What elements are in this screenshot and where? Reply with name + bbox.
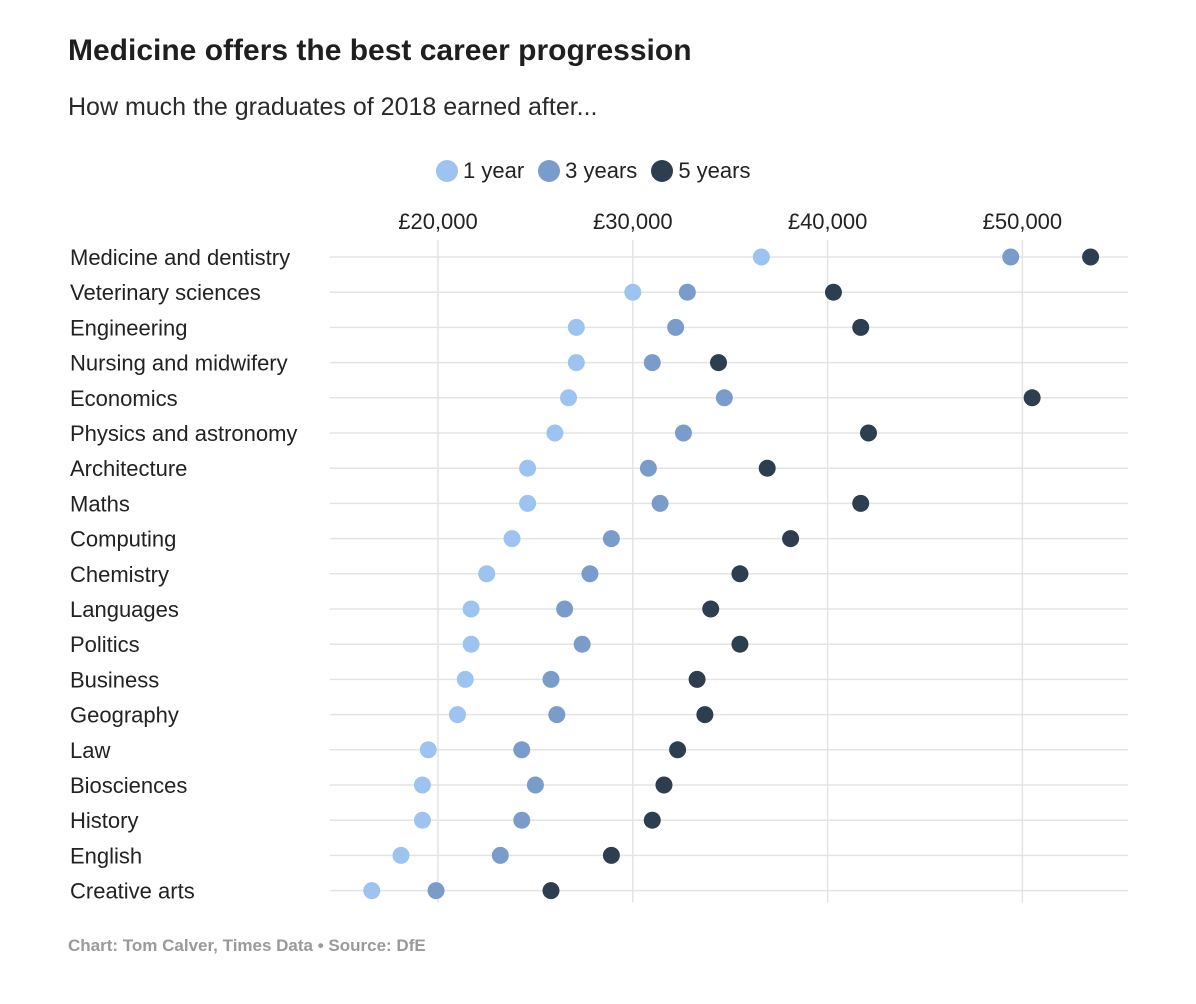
chart-credit: Chart: Tom Calver, Times Data • Source: … [68, 936, 426, 955]
dot-3-years-engineering [667, 318, 685, 336]
category-label-business: Business [70, 667, 159, 692]
category-label-politics: Politics [70, 632, 140, 657]
dot-5-years-geography [696, 706, 714, 724]
dot-3-years-medicine-and-dentistry [1002, 248, 1020, 266]
category-label-geography: Geography [70, 703, 179, 728]
category-label-computing: Computing [70, 527, 176, 552]
dot-5-years-english [602, 846, 620, 864]
dot-1-year-languages [462, 600, 480, 618]
vertical-gridlines [437, 240, 1024, 903]
dot-5-years-history [643, 811, 661, 829]
dot-5-years-medicine-and-dentistry [1082, 248, 1100, 266]
dot-5-years-biosciences [655, 776, 673, 794]
dot-3-years-architecture [639, 459, 657, 477]
horizontal-gridlines [330, 256, 1128, 892]
category-label-law: Law [70, 738, 110, 763]
dot-5-years-languages [702, 600, 720, 618]
chart-title: Medicine offers the best career progress… [68, 34, 692, 67]
dot-1-year-geography [448, 706, 466, 724]
dot-3-years-physics-and-astronomy [674, 424, 692, 442]
dot-3-years-business [542, 670, 560, 688]
legend-swatch-1-year [436, 160, 458, 182]
dot-3-years-history [513, 811, 531, 829]
category-label-maths: Maths [70, 491, 130, 516]
category-label-history: History [70, 808, 138, 833]
category-label-physics-and-astronomy: Physics and astronomy [70, 421, 297, 446]
dot-5-years-politics [731, 635, 749, 653]
dot-3-years-computing [602, 530, 620, 548]
category-label-english: English [70, 843, 142, 868]
dot-5-years-nursing-and-midwifery [710, 354, 728, 372]
dot-3-years-biosciences [526, 776, 544, 794]
dot-1-year-veterinary-sciences [624, 283, 642, 301]
category-label-engineering: Engineering [70, 315, 187, 340]
chart-subtitle: How much the graduates of 2018 earned af… [68, 93, 598, 121]
dot-3-years-english [491, 846, 509, 864]
dot-1-year-medicine-and-dentistry [752, 248, 770, 266]
category-label-medicine-and-dentistry: Medicine and dentistry [70, 245, 290, 270]
dot-5-years-maths [852, 494, 870, 512]
dot-5-years-computing [782, 530, 800, 548]
category-label-creative-arts: Creative arts [70, 879, 195, 904]
legend-swatch-3-years [538, 160, 561, 182]
dot-3-years-economics [715, 389, 733, 407]
dot-1-year-physics-and-astronomy [546, 424, 564, 442]
dot-1-year-english [392, 846, 410, 864]
category-label-nursing-and-midwifery: Nursing and midwifery [70, 351, 288, 376]
dot-3-years-nursing-and-midwifery [643, 354, 661, 372]
dot-1-year-maths [519, 494, 537, 512]
dot-5-years-law [669, 741, 687, 759]
legend-label-3-years: 3 years [565, 158, 638, 183]
dot-1-year-law [419, 741, 437, 759]
dot-3-years-chemistry [581, 565, 599, 583]
category-label-veterinary-sciences: Veterinary sciences [70, 280, 261, 305]
legend-label-1-year: 1 year [463, 158, 525, 183]
dot-1-year-history [413, 811, 431, 829]
dot-3-years-politics [573, 635, 591, 653]
x-tick-label-40000: £40,000 [788, 209, 868, 234]
dot-1-year-politics [462, 635, 480, 653]
category-label-architecture: Architecture [70, 456, 187, 481]
dot-3-years-creative-arts [427, 882, 445, 900]
dot-5-years-physics-and-astronomy [860, 424, 878, 442]
dot-5-years-engineering [852, 318, 870, 336]
dot-5-years-business [688, 670, 706, 688]
x-tick-label-30000: £30,000 [593, 209, 673, 234]
dot-1-year-creative-arts [363, 882, 381, 900]
dot-3-years-veterinary-sciences [678, 283, 696, 301]
legend-label-5-years: 5 years [678, 158, 751, 183]
dot-5-years-veterinary-sciences [824, 283, 842, 301]
dot-5-years-creative-arts [542, 882, 560, 900]
dot-3-years-law [513, 741, 531, 759]
dot-1-year-architecture [519, 459, 537, 477]
dot-3-years-geography [548, 706, 566, 724]
dot-1-year-nursing-and-midwifery [567, 354, 585, 372]
category-label-biosciences: Biosciences [70, 773, 187, 798]
category-label-economics: Economics [70, 386, 178, 411]
dot-3-years-maths [651, 494, 669, 512]
dot-1-year-business [456, 670, 474, 688]
legend-swatch-5-years [651, 160, 674, 182]
dot-5-years-architecture [758, 459, 776, 477]
dot-1-year-chemistry [478, 565, 496, 583]
dot-5-years-economics [1023, 389, 1041, 407]
legend-item-3-years: 3 years [538, 158, 637, 184]
dot-1-year-economics [560, 389, 578, 407]
legend-item-1-year: 1 year [436, 158, 524, 184]
dot-3-years-languages [556, 600, 574, 618]
legend-item-5-years: 5 years [651, 158, 750, 184]
x-tick-label-50000: £50,000 [983, 209, 1063, 234]
x-axis-tick-labels: £20,000 £30,000 £40,000 £50,000 [398, 209, 1062, 234]
dot-1-year-biosciences [413, 776, 431, 794]
x-tick-label-20000: £20,000 [398, 209, 478, 234]
dot-1-year-engineering [567, 318, 585, 336]
chart-legend: 1 year 3 years 5 years [436, 158, 764, 184]
category-label-languages: Languages [70, 597, 179, 622]
category-labels: Medicine and dentistry Veterinary science… [70, 245, 297, 904]
dot-5-years-chemistry [731, 565, 749, 583]
data-points [363, 248, 1100, 900]
dot-1-year-computing [503, 530, 521, 548]
category-label-chemistry: Chemistry [70, 562, 169, 587]
